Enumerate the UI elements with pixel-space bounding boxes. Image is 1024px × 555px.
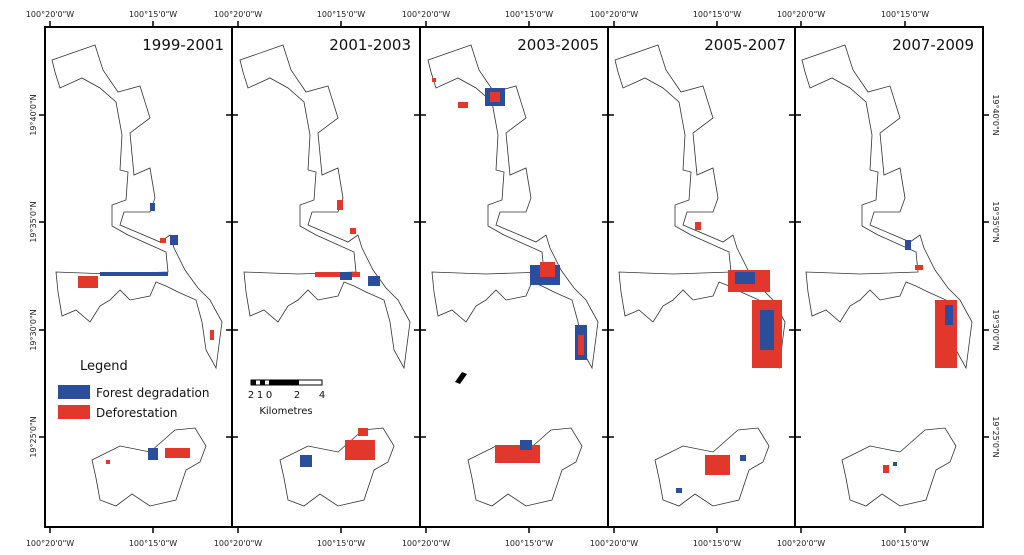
- legend-label: Forest degradation: [96, 386, 210, 400]
- axis-ticks: 100°20'0"W 100°20'0"W 100°15'0"W 100°15'0"W…: [26, 10, 1000, 548]
- left-lat-label: 19°25'0"N: [29, 416, 38, 457]
- change-patches-1999-2001: [78, 203, 214, 464]
- scale-bar: 2 1 0 2 4 Kilometres: [248, 379, 325, 417]
- right-lat-label: 19°30'0"N: [991, 309, 1000, 350]
- svg-text:4: 4: [319, 390, 325, 401]
- right-lat-label: 19°40'0"N: [991, 94, 1000, 135]
- svg-text:2: 2: [248, 390, 254, 401]
- top-lon-label: 100°20'0"W: [26, 10, 74, 19]
- bottom-lon-label: 100°20'0"W: [777, 539, 825, 548]
- map-frame: [44, 26, 984, 528]
- svg-text:Kilometres: Kilometres: [259, 406, 312, 417]
- left-lat-label: 19°35'0"N: [29, 201, 38, 242]
- top-lon-label: 100°15'0"W: [317, 10, 365, 19]
- change-patches-2001-2003: [300, 200, 380, 467]
- panel-title: 2003-2005: [517, 36, 599, 54]
- panel-title: 1999-2001: [142, 36, 224, 54]
- bottom-lon-label: 100°15'0"W: [693, 539, 741, 548]
- legend-swatch-deforestation: [58, 405, 90, 419]
- right-lat-label: 19°35'0"N: [991, 201, 1000, 242]
- top-lon-label: 100°15'0"W: [881, 10, 929, 19]
- svg-text:2: 2: [294, 390, 300, 401]
- panel-title: 2005-2007: [704, 36, 786, 54]
- change-patches-2003-2005: [432, 78, 587, 463]
- svg-text:1: 1: [257, 390, 263, 401]
- top-lon-label: 100°15'0"W: [693, 10, 741, 19]
- left-lat-label: 19°40'0"N: [29, 94, 38, 135]
- bottom-lon-label: 100°20'0"W: [26, 539, 74, 548]
- bottom-lon-label: 100°20'0"W: [402, 539, 450, 548]
- panel-title: 2007-2009: [892, 36, 974, 54]
- bottom-lon-label: 100°15'0"W: [505, 539, 553, 548]
- panel-title: 2001-2003: [329, 36, 411, 54]
- legend-title: Legend: [80, 359, 128, 374]
- top-lon-label: 100°20'0"W: [590, 10, 638, 19]
- top-lon-label: 100°20'0"W: [777, 10, 825, 19]
- bottom-lon-label: 100°15'0"W: [317, 539, 365, 548]
- bottom-lon-label: 100°20'0"W: [214, 539, 262, 548]
- bottom-lon-label: 100°20'0"W: [590, 539, 638, 548]
- top-lon-label: 100°15'0"W: [505, 10, 553, 19]
- bottom-lon-label: 100°15'0"W: [881, 539, 929, 548]
- municipality-outline: [427, 44, 599, 507]
- legend-label: Deforestation: [96, 406, 178, 420]
- right-lat-label: 19°25'0"N: [991, 416, 1000, 457]
- top-lon-label: 100°20'0"W: [214, 10, 262, 19]
- top-lon-label: 100°20'0"W: [402, 10, 450, 19]
- svg-text:0: 0: [266, 390, 272, 401]
- change-patches-2005-2007: [676, 222, 782, 493]
- bottom-lon-label: 100°15'0"W: [129, 539, 177, 548]
- change-patches-2007-2009: [883, 240, 957, 473]
- municipality-outline: [801, 44, 973, 507]
- top-lon-label: 100°15'0"W: [129, 10, 177, 19]
- left-lat-label: 19°30'0"N: [29, 309, 38, 350]
- legend-swatch-forest-degradation: [58, 385, 90, 399]
